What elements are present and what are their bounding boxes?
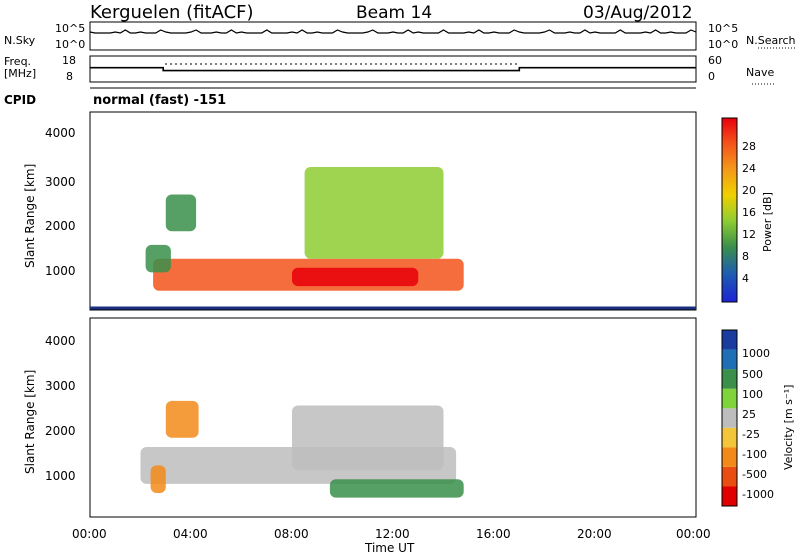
velocity-colorbar-segment-5 xyxy=(722,427,737,448)
velocity-regions xyxy=(140,400,464,498)
x-axis: 00:00 04:00 08:00 12:00 16:00 20:00 00:0… xyxy=(72,527,711,554)
xtick-0800: 08:00 xyxy=(274,527,309,541)
power-panel: 4000 3000 2000 1000 Slant Range [km] xyxy=(23,111,697,311)
beam-title: Beam 14 xyxy=(356,3,432,23)
velocity-colorbar: 1000 500 100 25 -25 -100 -500 -1000 Velo… xyxy=(721,329,795,507)
velocity-region-4 xyxy=(292,405,444,470)
cpid-label: CPID xyxy=(4,93,36,107)
velocity-region-3 xyxy=(329,479,464,498)
power-region-1 xyxy=(292,267,419,287)
velocity-panel: 4000 3000 2000 1000 Slant Range [km] xyxy=(23,317,697,518)
power-ytick-2000: 2000 xyxy=(45,219,76,233)
velocity-colorbar-segment-2 xyxy=(722,369,737,389)
velocity-colorbar-segment-0 xyxy=(722,330,737,350)
power-tick-24: 24 xyxy=(742,162,756,175)
velocity-region-2 xyxy=(150,465,166,493)
noise-right-tick-bottom: 10^0 xyxy=(708,38,738,51)
freq-panel: Freq. [MHz] 18 8 60 0 Nave xyxy=(4,54,775,85)
power-ytick-3000: 3000 xyxy=(45,175,76,189)
noise-sky-trace xyxy=(89,29,697,34)
power-tick-28: 28 xyxy=(742,140,756,153)
velocity-ytick-4000: 4000 xyxy=(45,334,76,348)
velocity-ytick-3000: 3000 xyxy=(45,379,76,393)
noise-left-tick-top: 10^5 xyxy=(55,22,85,35)
noise-left-tick-bottom: 10^0 xyxy=(55,38,85,51)
power-colorbar: 28 24 20 16 12 8 4 Power [dB] xyxy=(721,117,774,303)
velocity-colorbar-segment-3 xyxy=(722,388,737,409)
velocity-ytick-2000: 2000 xyxy=(45,424,76,438)
nave-label: Nave xyxy=(746,66,774,79)
noise-right-tick-top: 10^5 xyxy=(708,22,738,35)
velocity-colorbar-segment-8 xyxy=(722,486,737,506)
velocity-colorbar-frame xyxy=(721,329,738,507)
power-tick-4: 4 xyxy=(742,272,749,285)
velocity-ytick-1000: 1000 xyxy=(45,469,76,483)
velocity-tick-neg500: -500 xyxy=(742,468,767,481)
date-title: 03/Aug/2012 xyxy=(583,3,693,23)
noise-sky-label: N.Sky xyxy=(4,34,36,47)
power-colorbar-label: Power [dB] xyxy=(761,192,774,252)
velocity-tick-neg100: -100 xyxy=(742,448,767,461)
velocity-tick-100: 100 xyxy=(742,388,763,401)
cpid-value: normal (fast) -151 xyxy=(93,93,226,108)
power-ytick-1000: 1000 xyxy=(45,264,76,278)
velocity-region-1 xyxy=(165,400,199,438)
xtick-0000: 00:00 xyxy=(72,527,107,541)
velocity-colorbar-segment-4 xyxy=(722,408,737,428)
velocity-colorbar-segment-7 xyxy=(722,466,737,487)
velocity-tick-1000: 1000 xyxy=(742,347,770,360)
xtick-0400: 04:00 xyxy=(173,527,208,541)
freq-label-line1: Freq. xyxy=(4,55,31,68)
noise-search-label: N.Search xyxy=(746,34,796,47)
power-tick-16: 16 xyxy=(742,206,756,219)
velocity-colorbar-segment-1 xyxy=(722,349,737,370)
freq-tick-top: 18 xyxy=(62,54,76,67)
freq-tick-bottom: 8 xyxy=(66,70,73,83)
power-ylabel: Slant Range [km] xyxy=(23,164,37,268)
power-regions xyxy=(145,167,464,291)
power-tick-8: 8 xyxy=(742,250,749,263)
velocity-tick-neg1000: -1000 xyxy=(742,488,774,501)
noise-panel: N.Sky 10^5 10^0 10^5 10^0 N.Search xyxy=(4,21,796,51)
velocity-tick-neg25: -25 xyxy=(742,428,760,441)
xtick-2400: 00:00 xyxy=(676,527,711,541)
nave-tick-top: 60 xyxy=(708,54,722,67)
xtick-1200: 12:00 xyxy=(375,527,410,541)
power-region-2 xyxy=(165,194,197,232)
power-region-4 xyxy=(304,167,444,259)
velocity-tick-500: 500 xyxy=(742,368,763,381)
freq-trace xyxy=(90,66,696,72)
xtick-2000: 20:00 xyxy=(577,527,612,541)
power-tick-12: 12 xyxy=(742,228,756,241)
velocity-colorbar-label: Velocity [m s⁻¹] xyxy=(782,385,795,470)
velocity-colorbar-segment-6 xyxy=(722,447,737,467)
velocity-tick-25: 25 xyxy=(742,408,756,421)
power-colorbar-scale xyxy=(721,117,738,303)
freq-frame xyxy=(89,55,697,83)
power-ytick-4000: 4000 xyxy=(45,126,76,140)
freq-label-line2: [MHz] xyxy=(4,67,36,80)
noise-frame xyxy=(89,21,697,51)
power-tick-20: 20 xyxy=(742,184,756,197)
station-title: Kerguelen (fitACF) xyxy=(90,2,254,23)
x-axis-label: Time UT xyxy=(364,541,415,554)
power-region-3 xyxy=(145,244,171,273)
xtick-1600: 16:00 xyxy=(476,527,511,541)
velocity-ylabel: Slant Range [km] xyxy=(23,370,37,474)
nave-tick-bottom: 0 xyxy=(708,70,715,83)
